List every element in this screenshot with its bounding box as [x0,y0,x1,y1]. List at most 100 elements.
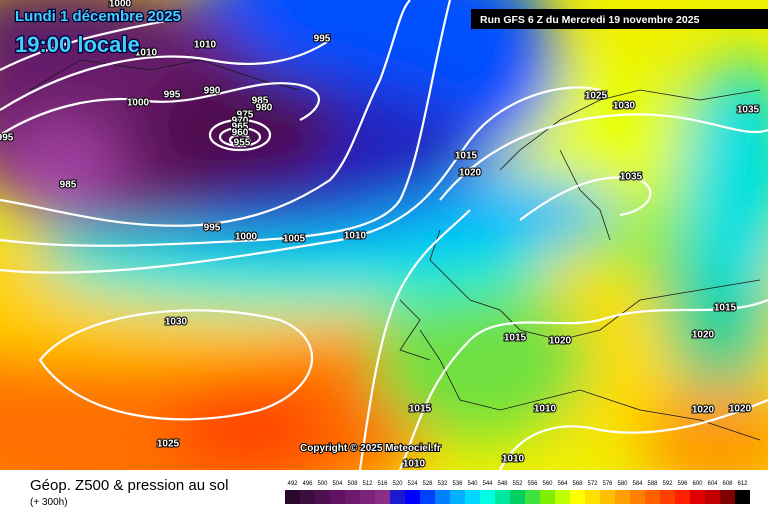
isobar-label: 1015 [714,303,737,314]
forecast-time: 19:00 locale [15,32,140,57]
isobar-label: 990 [204,86,221,97]
copyright: Copyright © 2025 Meteociel.fr [300,443,441,454]
isobar-label: 970 [232,116,249,127]
scale-label: 520 [392,481,403,487]
isobar-label: 995 [0,133,14,144]
color-scale: 492 496 500 504 508 512 516 520 524 528 532 536 540 5… [285,481,750,504]
scale-swatch [495,490,510,504]
scale-swatch [570,490,585,504]
isobar-label: 1015 [504,333,527,344]
isobar-label: 995 [314,34,331,45]
isobar-label: 995 [164,90,181,101]
scale-label: 536 [452,481,463,487]
scale-label: 540 [467,481,478,487]
isobar-label: 1020 [692,405,715,416]
isobar-label: 1020 [692,330,715,341]
isobar-label: 1030 [165,317,188,328]
isobar-label: 1025 [585,91,608,102]
scale-label: 612 [737,481,748,487]
scale-swatch [660,490,675,504]
isobar-label: 980 [256,103,273,114]
scale-swatch [645,490,660,504]
scale-label: 560 [542,481,553,487]
scale-label: 532 [437,481,448,487]
scale-swatch [705,490,720,504]
isobar [208,118,272,152]
scale-label: 588 [647,481,658,487]
scale-label: 580 [617,481,628,487]
isobar-label: 995 [204,223,221,234]
scale-swatch [585,490,600,504]
scale-label: 504 [332,481,343,487]
scale-swatch [420,490,435,504]
scale-swatch [720,490,735,504]
isobar-label: 965 [232,122,249,133]
scale-swatch [450,490,465,504]
isobar-label: 1020 [459,168,482,179]
isobar [228,133,252,147]
scale-swatch [300,490,315,504]
isobar-label: 1010 [194,40,217,51]
isobar-label: 955 [234,138,251,149]
scale-swatch [540,490,555,504]
scale-label: 600 [692,481,703,487]
isobar-label: 1010 [403,459,426,470]
scale-label: 568 [572,481,583,487]
scale-swatch [435,490,450,504]
isobar [398,298,768,470]
isobar-label: 975 [237,110,254,121]
isobar-label: 1015 [455,151,478,162]
scale-label: 608 [722,481,733,487]
scale-swatch [330,490,345,504]
scale-swatch [360,490,375,504]
isobar-label: 1030 [613,101,636,112]
scale-label: 592 [662,481,673,487]
scale-swatch [615,490,630,504]
scale-label: 572 [587,481,598,487]
scale-swatch [630,490,645,504]
scale-label: 576 [602,481,613,487]
isobar-label: 1025 [157,439,180,450]
isobar-label: 1010 [502,454,525,465]
isobar-label: 1000 [109,0,132,10]
isobar [439,113,768,221]
scale-label: 528 [422,481,433,487]
scale-label: 604 [707,481,718,487]
scale-label: 500 [317,481,328,487]
isobar-label: 985 [252,96,269,107]
scale-label: 552 [512,481,523,487]
run-box [471,9,768,29]
isobar-label: 960 [232,128,249,139]
footer-title: Géop. Z500 & pression au sol [30,477,228,494]
footer-subtitle: (+ 300h) [30,497,68,508]
scale-swatch [405,490,420,504]
coastline [29,59,761,441]
scale-swatch [480,490,495,504]
isobar-label: 1000 [235,232,258,243]
scale-swatch [735,490,750,504]
scale-swatch [525,490,540,504]
isobar-label: 985 [60,180,77,191]
forecast-date: Lundi 1 décembre 2025 [15,8,181,25]
isobar [0,18,331,111]
scale-swatch [345,490,360,504]
isobar [38,309,313,421]
isobar-label: 1020 [549,336,572,347]
scale-label: 512 [362,481,373,487]
scale-label: 596 [677,481,688,487]
isobar [0,0,411,227]
isobar [0,82,321,136]
scale-label: 584 [632,481,643,487]
isobar [0,86,601,274]
isobar-label: 1035 [737,105,760,116]
isobar-label: 1010 [135,48,158,59]
scale-swatch [600,490,615,504]
scale-swatch [690,490,705,504]
scale-label: 508 [347,481,358,487]
scale-swatch [465,490,480,504]
scale-swatch [390,490,405,504]
isobar [358,209,471,470]
